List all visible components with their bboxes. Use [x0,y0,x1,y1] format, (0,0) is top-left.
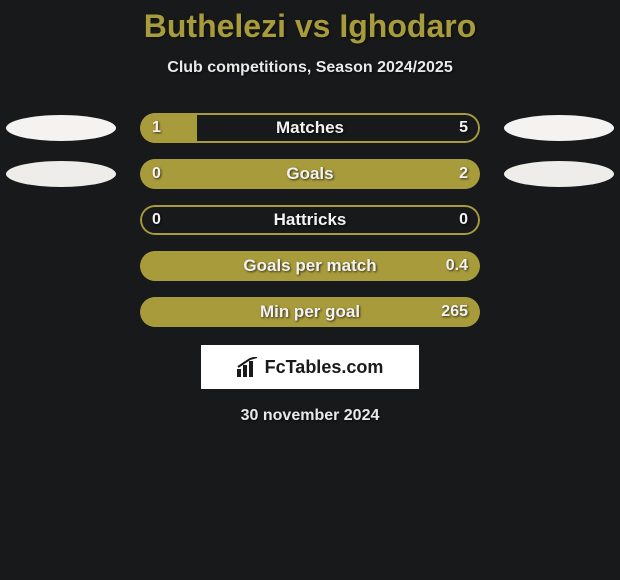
stat-label: Hattricks [140,205,480,235]
stat-row: Min per goal265 [0,297,620,327]
subtitle: Club competitions, Season 2024/2025 [0,59,620,77]
stat-bar: Goals per match0.4 [140,251,480,281]
stat-row: 0Goals2 [0,159,620,189]
stat-label: Min per goal [140,297,480,327]
page-title: Buthelezi vs Ighodaro [0,8,620,45]
player-ellipse-right [504,161,614,187]
stat-bar: 1Matches5 [140,113,480,143]
value-right: 0.4 [446,251,468,281]
stat-label: Goals [140,159,480,189]
stat-bar: Min per goal265 [140,297,480,327]
spacer [504,253,614,279]
comparison-infographic: Buthelezi vs Ighodaro Club competitions,… [0,0,620,425]
logo-box: FcTables.com [201,345,419,389]
stat-row: 0Hattricks0 [0,205,620,235]
player-ellipse-right [504,115,614,141]
value-right: 265 [441,297,468,327]
stat-label: Matches [140,113,480,143]
stat-row: Goals per match0.4 [0,251,620,281]
date-text: 30 november 2024 [0,407,620,425]
player-ellipse-left [6,115,116,141]
stat-bar: 0Goals2 [140,159,480,189]
chart-icon [237,357,259,377]
value-right: 0 [459,205,468,235]
player-ellipse-left [6,161,116,187]
spacer [6,299,116,325]
logo-text: FcTables.com [265,357,384,378]
spacer [504,207,614,233]
spacer [6,253,116,279]
spacer [504,299,614,325]
spacer [6,207,116,233]
stat-bar: 0Hattricks0 [140,205,480,235]
value-right: 5 [459,113,468,143]
stat-label: Goals per match [140,251,480,281]
stats-rows: 1Matches50Goals20Hattricks0Goals per mat… [0,113,620,327]
stat-row: 1Matches5 [0,113,620,143]
value-right: 2 [459,159,468,189]
